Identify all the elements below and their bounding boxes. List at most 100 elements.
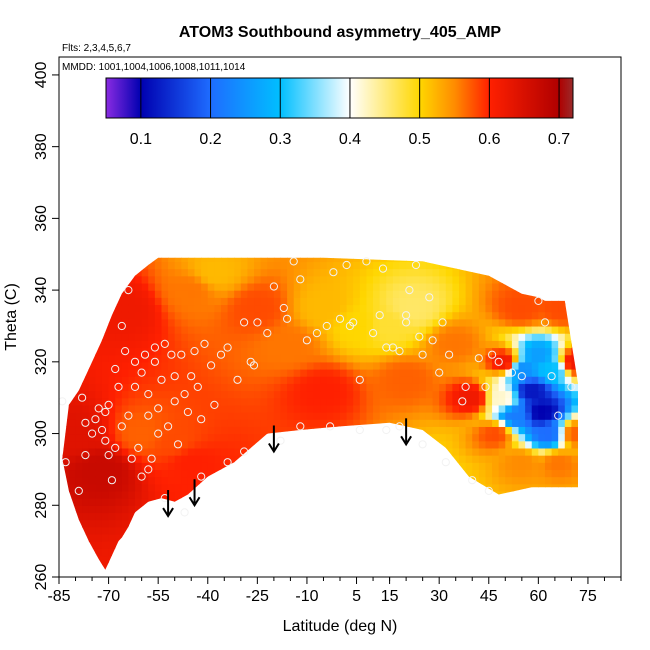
heatmap-cell bbox=[254, 275, 262, 284]
heatmap-cell bbox=[478, 498, 487, 506]
heatmap-cell bbox=[425, 361, 434, 370]
heatmap-cell bbox=[518, 290, 526, 298]
heatmap-cell bbox=[333, 311, 341, 320]
heatmap-cell bbox=[346, 404, 354, 413]
heatmap-cell bbox=[419, 533, 427, 542]
heatmap-cell bbox=[287, 426, 295, 435]
heatmap-cell bbox=[207, 347, 215, 356]
heatmap-cell bbox=[187, 447, 196, 456]
heatmap-cell bbox=[386, 570, 393, 578]
heatmap-cell bbox=[399, 340, 407, 349]
heatmap-cell bbox=[326, 433, 334, 442]
heatmap-cell bbox=[121, 304, 130, 313]
heatmap-cell bbox=[187, 462, 196, 471]
heatmap-cell bbox=[220, 376, 229, 384]
heatmap-cell bbox=[386, 318, 394, 327]
heatmap-cell bbox=[306, 440, 315, 449]
heatmap-cell bbox=[439, 318, 447, 327]
heatmap-cell bbox=[154, 469, 163, 478]
heatmap-cell bbox=[412, 455, 420, 463]
heatmap-cell bbox=[201, 498, 209, 506]
heatmap-cell bbox=[267, 282, 275, 291]
heatmap-cell bbox=[432, 483, 440, 492]
heatmap-cell bbox=[214, 325, 222, 334]
heatmap-cell bbox=[227, 555, 235, 564]
heatmap-cell bbox=[168, 541, 176, 549]
heatmap-cell bbox=[445, 512, 453, 521]
heatmap-cell bbox=[82, 548, 90, 557]
heatmap-cell bbox=[115, 376, 123, 384]
heatmap-cell bbox=[558, 548, 566, 557]
heatmap-cell bbox=[518, 383, 526, 392]
heatmap-cell bbox=[161, 526, 169, 535]
heatmap-cell bbox=[346, 455, 354, 463]
heatmap-cell bbox=[181, 490, 189, 499]
heatmap-cell bbox=[505, 390, 513, 399]
sample-point bbox=[183, 407, 192, 417]
heatmap-cell bbox=[412, 361, 420, 370]
heatmap-cell bbox=[101, 447, 110, 456]
heatmap-cell bbox=[492, 447, 500, 456]
heatmap-cell bbox=[207, 354, 215, 363]
heatmap-cell bbox=[518, 490, 526, 499]
heatmap-cell bbox=[154, 347, 163, 356]
heatmap-cell bbox=[293, 490, 301, 499]
heatmap-cell bbox=[293, 354, 301, 363]
heatmap-cell bbox=[88, 304, 96, 313]
heatmap-cell bbox=[340, 433, 348, 442]
heatmap-cell bbox=[300, 397, 308, 406]
heatmap-cell bbox=[187, 455, 196, 463]
heatmap-cell bbox=[234, 404, 242, 413]
heatmap-cell bbox=[194, 268, 202, 277]
heatmap-cell bbox=[465, 376, 473, 384]
heatmap-cell bbox=[287, 268, 295, 277]
heatmap-cell bbox=[326, 383, 334, 392]
heatmap-cell bbox=[220, 275, 229, 284]
heatmap-cell bbox=[82, 340, 90, 349]
heatmap-cell bbox=[207, 397, 215, 406]
heatmap-cell bbox=[538, 433, 546, 442]
heatmap-cell bbox=[148, 562, 156, 570]
heatmap-cell bbox=[406, 555, 414, 564]
heatmap-cell bbox=[558, 347, 566, 356]
heatmap-cell bbox=[578, 555, 585, 563]
heatmap-cell bbox=[499, 247, 506, 255]
heatmap-cell bbox=[254, 404, 262, 413]
heatmap-cell bbox=[88, 361, 96, 370]
heatmap-cell bbox=[564, 275, 573, 284]
heatmap-cell bbox=[313, 469, 321, 478]
heatmap-cell bbox=[531, 290, 539, 298]
heatmap-cell bbox=[75, 297, 83, 306]
heatmap-cell bbox=[498, 455, 506, 463]
heatmap-cell bbox=[254, 476, 262, 485]
heatmap-cell bbox=[531, 282, 539, 291]
heatmap-cell bbox=[320, 318, 328, 327]
heatmap-cell bbox=[465, 548, 473, 557]
heatmap-cell bbox=[333, 447, 341, 456]
heatmap-cell bbox=[161, 347, 169, 356]
heatmap-cell bbox=[406, 541, 414, 549]
heatmap-cell bbox=[571, 519, 579, 528]
heatmap-cell bbox=[320, 247, 327, 255]
heatmap-cell bbox=[359, 361, 368, 370]
heatmap-cell bbox=[293, 297, 301, 306]
heatmap-cell bbox=[412, 433, 420, 442]
heatmap-cell bbox=[293, 483, 301, 492]
heatmap-cell bbox=[313, 318, 321, 327]
sample-point bbox=[441, 458, 450, 467]
heatmap-cell bbox=[452, 247, 459, 255]
heatmap-cell bbox=[459, 440, 467, 449]
heatmap-cell bbox=[68, 412, 77, 420]
heatmap-cell bbox=[366, 290, 374, 298]
heatmap-cell bbox=[406, 340, 414, 349]
heatmap-cell bbox=[101, 361, 110, 370]
heatmap-cell bbox=[412, 462, 420, 471]
heatmap-cell bbox=[412, 257, 420, 263]
heatmap-cell bbox=[406, 297, 414, 306]
heatmap-cell bbox=[373, 311, 381, 320]
heatmap-cell bbox=[154, 340, 163, 349]
heatmap-cell bbox=[505, 469, 513, 478]
heatmap-cell bbox=[154, 397, 163, 406]
heatmap-cell bbox=[366, 426, 374, 435]
heatmap-cell bbox=[214, 419, 222, 427]
